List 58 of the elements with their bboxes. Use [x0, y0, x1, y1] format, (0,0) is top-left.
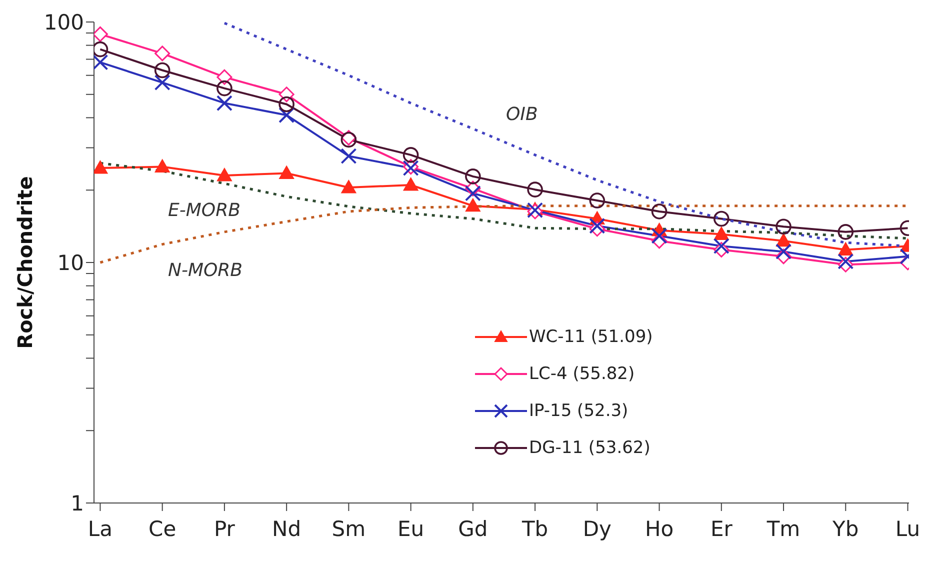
point	[464, 185, 481, 202]
annotation: N-MORB	[168, 260, 243, 281]
point	[403, 178, 418, 191]
legend-label: LC-4 (55.82)	[529, 364, 635, 384]
x-tick-label: Lu	[895, 516, 920, 541]
x-tick-label: Yb	[832, 516, 859, 541]
point	[341, 180, 356, 194]
x-tick-label: Tb	[520, 516, 548, 541]
annotation: OIB	[506, 104, 538, 125]
point	[94, 41, 108, 58]
y-tick-label: 10	[57, 250, 84, 275]
point	[465, 198, 480, 212]
point	[402, 147, 419, 163]
y-axis-title: Rock/Chondrite	[13, 176, 38, 349]
x-tick-label: Ho	[644, 516, 674, 541]
point	[527, 182, 543, 198]
x-tick-label: Pr	[214, 516, 236, 541]
point	[714, 226, 729, 240]
x-tick-label: Sm	[332, 516, 366, 541]
x-tick-label: Eu	[398, 516, 424, 541]
point	[216, 95, 232, 112]
x-tick-label: Dy	[582, 516, 612, 541]
x-tick-label: Tm	[766, 516, 800, 541]
point	[278, 96, 294, 112]
legend-label: DG-11 (53.62)	[529, 438, 650, 458]
point	[838, 242, 854, 256]
x-tick-label: Ce	[148, 516, 176, 541]
x-tick-label: Nd	[272, 516, 302, 541]
point	[154, 74, 170, 91]
x-tick-label: Er	[710, 516, 733, 541]
point	[776, 218, 792, 235]
point	[838, 224, 854, 240]
point	[278, 107, 295, 124]
legend-label: WC-11 (51.09)	[529, 326, 653, 346]
y-tick-label: 100	[44, 10, 84, 34]
annotation: E-MORB	[168, 200, 240, 221]
point	[651, 228, 668, 244]
point	[713, 238, 730, 254]
legend-label: IP-15 (52.3)	[529, 400, 628, 420]
point	[776, 244, 792, 260]
y-tick-label: 1	[70, 491, 84, 516]
point	[94, 160, 108, 174]
point	[279, 166, 294, 180]
point	[154, 159, 170, 173]
point	[589, 192, 606, 208]
point	[216, 69, 232, 85]
point	[154, 46, 170, 62]
x-tick-label: Gd	[458, 516, 488, 541]
point	[216, 168, 232, 182]
point	[216, 80, 232, 96]
point	[651, 204, 668, 220]
point	[340, 148, 357, 164]
point	[714, 210, 730, 227]
x-tick-label: La	[88, 516, 112, 541]
point	[154, 62, 170, 78]
point	[589, 218, 606, 234]
point	[465, 168, 481, 184]
point	[838, 253, 854, 270]
